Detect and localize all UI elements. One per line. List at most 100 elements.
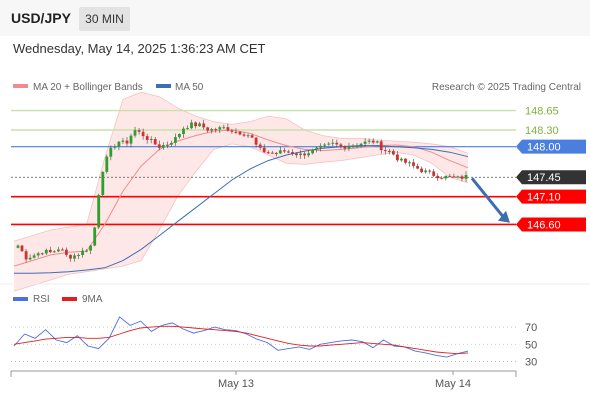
level-label-support-4: 147.10 xyxy=(516,189,586,204)
candle-body xyxy=(246,135,250,137)
candle-body xyxy=(379,141,383,151)
candle-body xyxy=(28,257,32,260)
legend-label-bollinger: MA 20 + Bollinger Bands xyxy=(33,82,143,93)
level-text-resistance: 148.65 xyxy=(525,106,559,118)
candle xyxy=(121,137,125,145)
candle xyxy=(351,143,355,149)
bollinger-band-fill xyxy=(14,92,468,292)
candle-body xyxy=(44,249,48,254)
candle xyxy=(246,133,250,138)
candle xyxy=(198,121,201,127)
candle xyxy=(48,246,52,254)
legend-swatch-rsi xyxy=(13,297,28,301)
candle xyxy=(396,151,399,163)
candle-body xyxy=(387,150,391,152)
candle xyxy=(174,133,177,146)
candle-body xyxy=(125,140,129,144)
candle xyxy=(335,139,339,148)
candle-body xyxy=(303,153,306,156)
upper-plot-area xyxy=(11,91,516,292)
candle-body xyxy=(222,127,226,129)
candle-body xyxy=(105,156,109,172)
candle xyxy=(210,127,214,134)
candle-body xyxy=(258,144,262,148)
candle xyxy=(57,246,60,253)
candle xyxy=(343,145,347,152)
candle-body xyxy=(206,127,210,131)
candle-body xyxy=(254,137,258,145)
candle-body xyxy=(404,158,407,163)
candle xyxy=(214,127,218,133)
candle-body xyxy=(165,144,169,146)
candle xyxy=(234,128,238,135)
candle-body xyxy=(36,253,40,256)
candle-body xyxy=(420,168,423,173)
candle-body xyxy=(234,131,238,133)
candle-body xyxy=(266,152,270,154)
candle xyxy=(440,175,444,180)
candle-body xyxy=(141,131,145,137)
candle-body xyxy=(202,123,206,128)
candle xyxy=(464,171,468,183)
rsi-plot-area: 70 50 30 xyxy=(11,316,537,368)
candle xyxy=(408,160,411,167)
candle-body xyxy=(452,176,456,178)
candle xyxy=(97,193,101,230)
legend-label-9ma: 9MA xyxy=(82,294,103,305)
candle xyxy=(387,148,391,155)
candle-body xyxy=(57,249,60,252)
candle-body xyxy=(444,175,448,179)
price-legend: MA 20 + Bollinger Bands MA 50 Research ©… xyxy=(13,82,581,93)
candle-body xyxy=(85,250,88,252)
candle-body xyxy=(48,249,52,253)
candle-body xyxy=(351,145,355,147)
candle-body xyxy=(299,153,302,156)
candle xyxy=(230,128,234,134)
level-label-resistance-1: 148.30 xyxy=(525,125,559,137)
rsi-legend: RSI 9MA xyxy=(13,294,103,305)
candle xyxy=(432,168,436,178)
level-text-current: 147.45 xyxy=(527,172,561,184)
candle-body xyxy=(69,254,72,259)
candle-body xyxy=(456,176,460,178)
candle xyxy=(278,146,282,154)
candle xyxy=(40,252,44,256)
legend-label-rsi: RSI xyxy=(33,294,50,305)
candle-body xyxy=(214,129,218,131)
candle xyxy=(299,150,302,159)
level-label-current-3: 147.45 xyxy=(516,170,586,185)
legend-label-ma50: MA 50 xyxy=(175,82,204,93)
candle xyxy=(339,142,343,149)
candle xyxy=(153,136,157,146)
candle xyxy=(137,128,141,135)
candle xyxy=(375,140,379,144)
candle xyxy=(444,175,448,181)
candle-body xyxy=(81,250,84,255)
candle-body xyxy=(121,140,125,142)
candle xyxy=(129,133,133,148)
candle-body xyxy=(170,142,173,145)
candle-body xyxy=(428,170,432,172)
legend-swatch-bollinger xyxy=(13,84,28,88)
candle-body xyxy=(101,171,105,195)
candle xyxy=(190,119,193,130)
candle xyxy=(133,126,137,138)
candle-body xyxy=(367,140,371,142)
candle xyxy=(113,144,117,150)
candle-body xyxy=(89,245,92,251)
candle xyxy=(274,151,278,157)
candle xyxy=(186,125,189,130)
candle xyxy=(347,142,351,152)
candle-body xyxy=(117,141,121,147)
candle xyxy=(44,248,48,256)
candle-body xyxy=(424,170,427,173)
candle-body xyxy=(440,178,444,180)
timeframe-button[interactable]: 30 MIN xyxy=(79,7,130,31)
candle xyxy=(359,142,363,148)
candle xyxy=(367,138,371,144)
candle-body xyxy=(73,255,76,259)
candle-body xyxy=(311,149,314,154)
candle xyxy=(363,138,367,147)
candle-body xyxy=(174,137,177,143)
timestamp: Wednesday, May 14, 2025 1:36:23 AM CET xyxy=(13,41,266,56)
